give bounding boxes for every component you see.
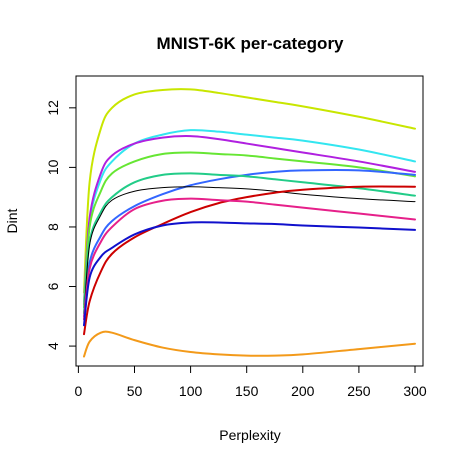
x-tick-label: 100 [179, 383, 203, 399]
y-tick-label: 12 [45, 100, 61, 116]
x-tick-label: 250 [347, 383, 371, 399]
x-tick-label: 150 [235, 383, 259, 399]
series-line-1 [83, 88, 416, 294]
y-tick-label: 4 [45, 342, 61, 350]
y-tick-label: 6 [45, 282, 61, 290]
x-tick-label: 200 [291, 383, 315, 399]
series-line-3 [83, 135, 416, 306]
y-tick-label: 8 [45, 223, 61, 231]
series-line-10 [83, 221, 416, 327]
series-line-7 [83, 186, 416, 317]
x-tick-label: 300 [403, 383, 427, 399]
series-group [83, 88, 416, 358]
x-tick-label: 50 [127, 383, 143, 399]
series-line-6 [83, 172, 416, 315]
y-axis: 4 6 8 10 12 [45, 100, 77, 350]
x-axis-label: Perplexity [219, 427, 280, 443]
series-line-5 [83, 168, 416, 318]
series-line-2 [83, 129, 416, 303]
series-line-8 [83, 185, 416, 336]
y-axis-label: Dint [4, 208, 20, 233]
y-tick-label: 10 [45, 159, 61, 175]
series-line-4 [83, 151, 416, 309]
chart-title: MNIST-6K per-category [156, 34, 344, 53]
x-axis: 0 50 100 150 200 250 300 [74, 365, 427, 399]
x-tick-label: 0 [74, 383, 82, 399]
series-line-11 [83, 330, 416, 358]
series-line-9 [83, 197, 416, 321]
